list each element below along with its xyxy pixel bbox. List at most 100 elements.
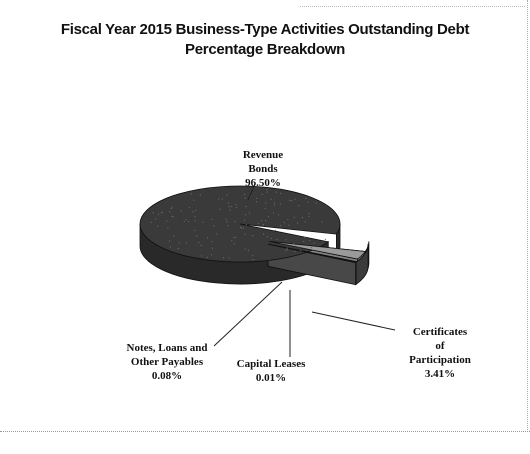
slice-texture-dot <box>178 248 179 249</box>
certificates-name-line-2: of <box>395 339 485 353</box>
slice-texture-dot <box>241 228 242 229</box>
slice-texture-dot <box>244 194 245 195</box>
slice-texture-dot <box>161 212 162 213</box>
slice-texture-dot <box>294 199 295 200</box>
slice-texture-dot <box>285 250 286 251</box>
slice-texture-dot <box>268 216 269 217</box>
pie-slices <box>140 186 369 285</box>
slice-texture-dot <box>201 245 202 246</box>
slice-texture-dot <box>167 227 168 228</box>
slice-texture-dot <box>287 249 288 250</box>
slice-texture-dot <box>228 202 229 203</box>
slice-texture-dot <box>211 219 212 220</box>
slice-texture-dot <box>170 246 171 247</box>
slice-texture-dot <box>307 202 308 203</box>
slice-texture-dot <box>201 255 202 256</box>
slice-texture-dot <box>169 211 170 212</box>
slice-texture-dot <box>253 259 254 260</box>
slice-texture-dot <box>222 198 223 199</box>
slice-texture-dot <box>171 207 172 208</box>
slice-texture-dot <box>244 220 245 221</box>
slice-texture-dot <box>252 235 253 236</box>
slice-texture-dot <box>308 213 309 214</box>
slice-texture-dot <box>316 203 317 204</box>
certificates-name-line-3: Participation <box>395 353 485 367</box>
slice-texture-dot <box>267 191 268 192</box>
capital-leases-name: Capital Leases <box>226 357 316 371</box>
slice-texture-dot <box>298 246 299 247</box>
slice-texture-dot <box>225 219 226 220</box>
label-revenue-bonds: Revenue Bonds 96.50% <box>228 148 298 190</box>
label-certificates-of-participation: Certificates of Participation 3.41% <box>395 325 485 381</box>
slice-texture-dot <box>302 217 303 218</box>
slice-texture-dot <box>311 247 312 248</box>
slice-texture-dot <box>180 210 181 211</box>
slice-texture-dot <box>220 209 221 210</box>
slice-texture-dot <box>276 192 277 193</box>
slice-texture-dot <box>278 214 279 215</box>
slice-texture-dot <box>179 242 180 243</box>
slice-revenue-bonds <box>140 186 340 262</box>
slice-texture-dot <box>193 200 194 201</box>
slice-texture-dot <box>313 242 314 243</box>
slice-texture-dot <box>231 240 232 241</box>
notes-name-line-1: Notes, Loans and <box>117 341 217 355</box>
slice-texture-dot <box>200 194 201 195</box>
label-capital-leases: Capital Leases 0.01% <box>226 357 316 385</box>
slice-texture-dot <box>280 193 281 194</box>
leader-notes-loans <box>214 282 282 346</box>
slice-texture-dot <box>151 222 152 223</box>
slice-texture-dot <box>226 221 227 222</box>
slice-texture-dot <box>189 207 190 208</box>
slice-texture-dot <box>291 200 292 201</box>
slice-texture-dot <box>273 212 274 213</box>
slice-texture-dot <box>223 257 224 258</box>
slice-texture-dot <box>230 210 231 211</box>
slice-texture-dot <box>211 241 212 242</box>
slice-texture-dot <box>245 198 246 199</box>
slice-texture-dot <box>207 237 208 238</box>
slice-texture-dot <box>265 208 266 209</box>
slice-texture-dot <box>216 233 217 234</box>
slice-texture-dot <box>258 223 259 224</box>
slice-texture-dot <box>294 217 295 218</box>
slice-texture-dot <box>169 240 170 241</box>
slice-texture-dot <box>263 224 264 225</box>
slice-texture-dot <box>234 243 235 244</box>
slice-texture-dot <box>294 251 295 252</box>
slice-texture-dot <box>240 227 241 228</box>
slice-texture-dot <box>157 225 158 226</box>
leader-certificates <box>312 312 395 330</box>
slice-texture-dot <box>158 214 159 215</box>
slice-texture-dot <box>286 247 287 248</box>
slice-texture-dot <box>186 242 187 243</box>
slice-texture-dot <box>195 210 196 211</box>
slice-texture-dot <box>173 236 174 237</box>
slice-texture-dot <box>194 216 195 217</box>
notes-value: 0.08% <box>117 369 217 383</box>
revenue-bonds-value: 96.50% <box>228 176 298 190</box>
slice-texture-dot <box>256 201 257 202</box>
certificates-value: 3.41% <box>395 367 485 381</box>
slice-texture-dot <box>321 221 322 222</box>
slice-texture-dot <box>213 225 214 226</box>
slice-texture-dot <box>248 250 249 251</box>
slice-texture-dot <box>211 254 212 255</box>
slice-texture-dot <box>285 239 286 240</box>
slice-texture-dot <box>280 203 281 204</box>
notes-name-line-2: Other Payables <box>117 355 217 369</box>
slice-texture-dot <box>276 239 277 240</box>
slice-texture-dot <box>194 230 195 231</box>
slice-texture-dot <box>171 208 172 209</box>
certificates-name-line-1: Certificates <box>395 325 485 339</box>
slice-texture-dot <box>218 198 219 199</box>
slice-texture-dot <box>263 234 264 235</box>
slice-texture-dot <box>231 206 232 207</box>
slice-texture-dot <box>298 205 299 206</box>
slice-texture-dot <box>246 206 247 207</box>
slice-texture-dot <box>304 237 305 238</box>
slice-texture-dot <box>202 221 203 222</box>
slice-texture-dot <box>289 200 290 201</box>
slice-texture-dot <box>280 225 281 226</box>
